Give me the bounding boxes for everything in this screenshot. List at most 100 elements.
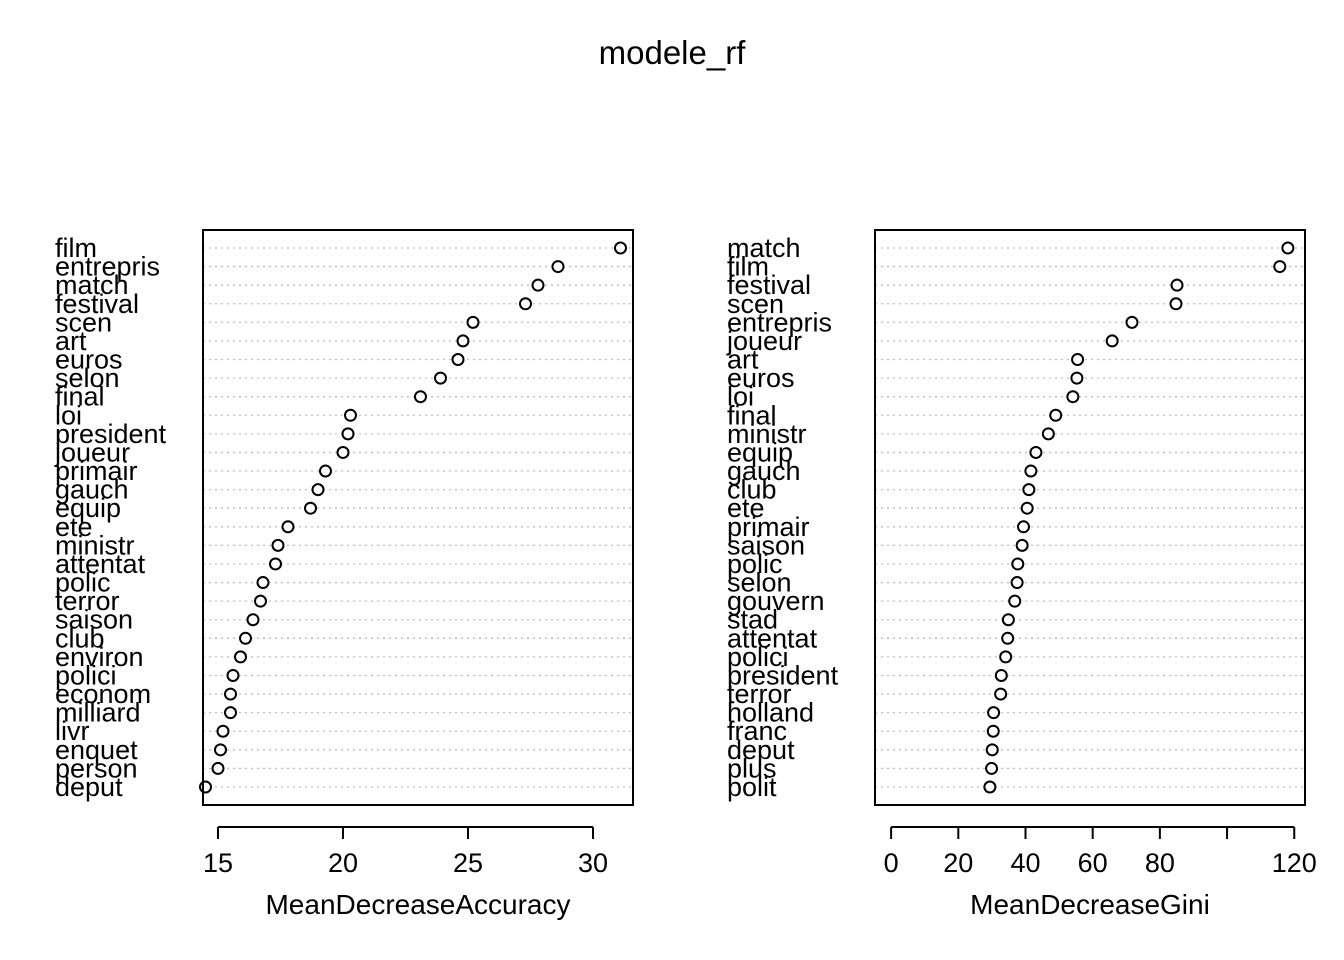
accuracy-point-person	[211, 761, 225, 775]
accuracy-point-scen	[466, 315, 480, 329]
gini-x-tick-label: 120	[1272, 848, 1317, 878]
gini-x-tick-label: 0	[884, 848, 899, 878]
accuracy-category-label: terror	[55, 586, 120, 616]
gini-category-label: selon	[727, 568, 792, 598]
gini-point-plus	[985, 761, 999, 775]
gini-category-label: gouvern	[727, 586, 825, 616]
gini-point-president	[994, 668, 1008, 682]
gini-category-label: polit	[727, 772, 777, 802]
gini-x-tick-label: 80	[1145, 848, 1175, 878]
gini-category-label: attentat	[727, 623, 818, 653]
accuracy-category-label: milliard	[55, 698, 141, 728]
gini-category-label: plus	[727, 753, 777, 783]
accuracy-category-label: polic	[55, 568, 111, 598]
accuracy-point-polic	[256, 576, 270, 590]
gini-point-terror	[994, 687, 1008, 701]
accuracy-category-label: gauch	[55, 475, 129, 505]
gini-point-gouvern	[1008, 594, 1022, 608]
accuracy-plot-frame	[202, 229, 634, 806]
gini-category-label: saison	[727, 530, 805, 560]
accuracy-point-enquet	[214, 743, 227, 757]
accuracy-point-film	[614, 241, 627, 255]
gini-point-selon	[1010, 576, 1024, 590]
accuracy-category-label: livr	[55, 716, 90, 746]
accuracy-category-label: film	[55, 233, 97, 263]
gini-x-axis-title: MeanDecreaseGini	[970, 889, 1210, 920]
accuracy-category-label: environ	[55, 642, 144, 672]
accuracy-point-attentat	[269, 557, 282, 571]
gini-category-label: loi	[727, 382, 754, 412]
accuracy-point-president	[341, 427, 355, 441]
gini-panel: matchfilmfestivalscenentreprisjoueurarte…	[726, 229, 1317, 920]
accuracy-point-polici	[226, 668, 240, 682]
accuracy-point-loi	[344, 408, 357, 422]
accuracy-category-label: enquet	[55, 735, 138, 765]
accuracy-point-saison	[246, 613, 260, 627]
accuracy-point-environ	[234, 650, 247, 664]
gini-category-label: franc	[727, 716, 787, 746]
gini-point-euros	[1070, 371, 1084, 385]
accuracy-category-label: attentat	[55, 549, 146, 579]
accuracy-point-euros	[451, 353, 465, 367]
accuracy-category-label: primair	[55, 456, 138, 486]
gini-plot-frame	[874, 229, 1306, 806]
accuracy-point-deput	[199, 780, 212, 794]
gini-point-art	[1071, 353, 1085, 367]
gini-point-polic	[1011, 557, 1025, 571]
accuracy-category-label: entrepris	[55, 252, 160, 282]
accuracy-point-final	[414, 390, 427, 404]
gini-point-attentat	[1001, 631, 1015, 645]
gini-point-festival	[1170, 278, 1184, 292]
accuracy-category-label: euros	[55, 345, 123, 375]
accuracy-category-label: joueur	[54, 437, 130, 467]
accuracy-category-label: final	[55, 382, 105, 412]
accuracy-point-match	[531, 278, 545, 292]
gini-x-tick-label: 40	[1010, 848, 1040, 878]
gini-point-primair	[1016, 520, 1030, 534]
accuracy-category-label: art	[55, 326, 87, 356]
gini-point-polici	[999, 650, 1013, 664]
gini-category-label: art	[727, 345, 759, 375]
gini-category-label: final	[727, 400, 777, 430]
gini-category-label: joueur	[726, 326, 802, 356]
accuracy-category-label: match	[55, 270, 129, 300]
gini-point-film	[1273, 260, 1287, 274]
accuracy-category-label: person	[55, 753, 138, 783]
gini-category-label: match	[727, 233, 801, 263]
gini-point-deput	[985, 743, 999, 757]
gini-category-label: primair	[727, 512, 810, 542]
accuracy-point-econom	[224, 687, 237, 701]
accuracy-category-label: polici	[55, 660, 117, 690]
accuracy-x-tick-label: 30	[578, 848, 608, 878]
accuracy-category-label: selon	[55, 363, 120, 393]
gini-point-final	[1049, 408, 1063, 422]
accuracy-point-festival	[519, 297, 532, 311]
chart-title: modele_rf	[598, 34, 746, 71]
accuracy-category-label: deput	[55, 772, 123, 802]
gini-point-stad	[1001, 613, 1015, 627]
accuracy-category-label: festival	[55, 289, 139, 319]
gini-category-label: film	[727, 252, 769, 282]
gini-category-label: deput	[727, 735, 795, 765]
gini-category-label: scen	[727, 289, 784, 319]
gini-point-joueur	[1105, 334, 1119, 348]
accuracy-point-entrepris	[551, 260, 565, 274]
accuracy-point-equip	[304, 501, 317, 515]
accuracy-category-label: president	[55, 419, 167, 449]
accuracy-x-tick-label: 20	[328, 848, 358, 878]
accuracy-point-club	[239, 631, 252, 645]
accuracy-point-primair	[319, 464, 332, 478]
gini-category-label: club	[727, 475, 777, 505]
gini-category-label: gauch	[727, 456, 801, 486]
gini-category-label: polic	[727, 549, 783, 579]
gini-point-club	[1022, 483, 1036, 497]
gini-point-saison	[1015, 538, 1029, 552]
accuracy-x-tick-label: 15	[203, 848, 233, 878]
accuracy-point-art	[456, 334, 470, 348]
accuracy-category-label: equip	[55, 493, 121, 523]
accuracy-point-ministr	[271, 538, 285, 552]
accuracy-category-label: saison	[55, 605, 133, 635]
gini-point-ministr	[1041, 427, 1055, 441]
gini-point-franc	[986, 724, 1000, 738]
